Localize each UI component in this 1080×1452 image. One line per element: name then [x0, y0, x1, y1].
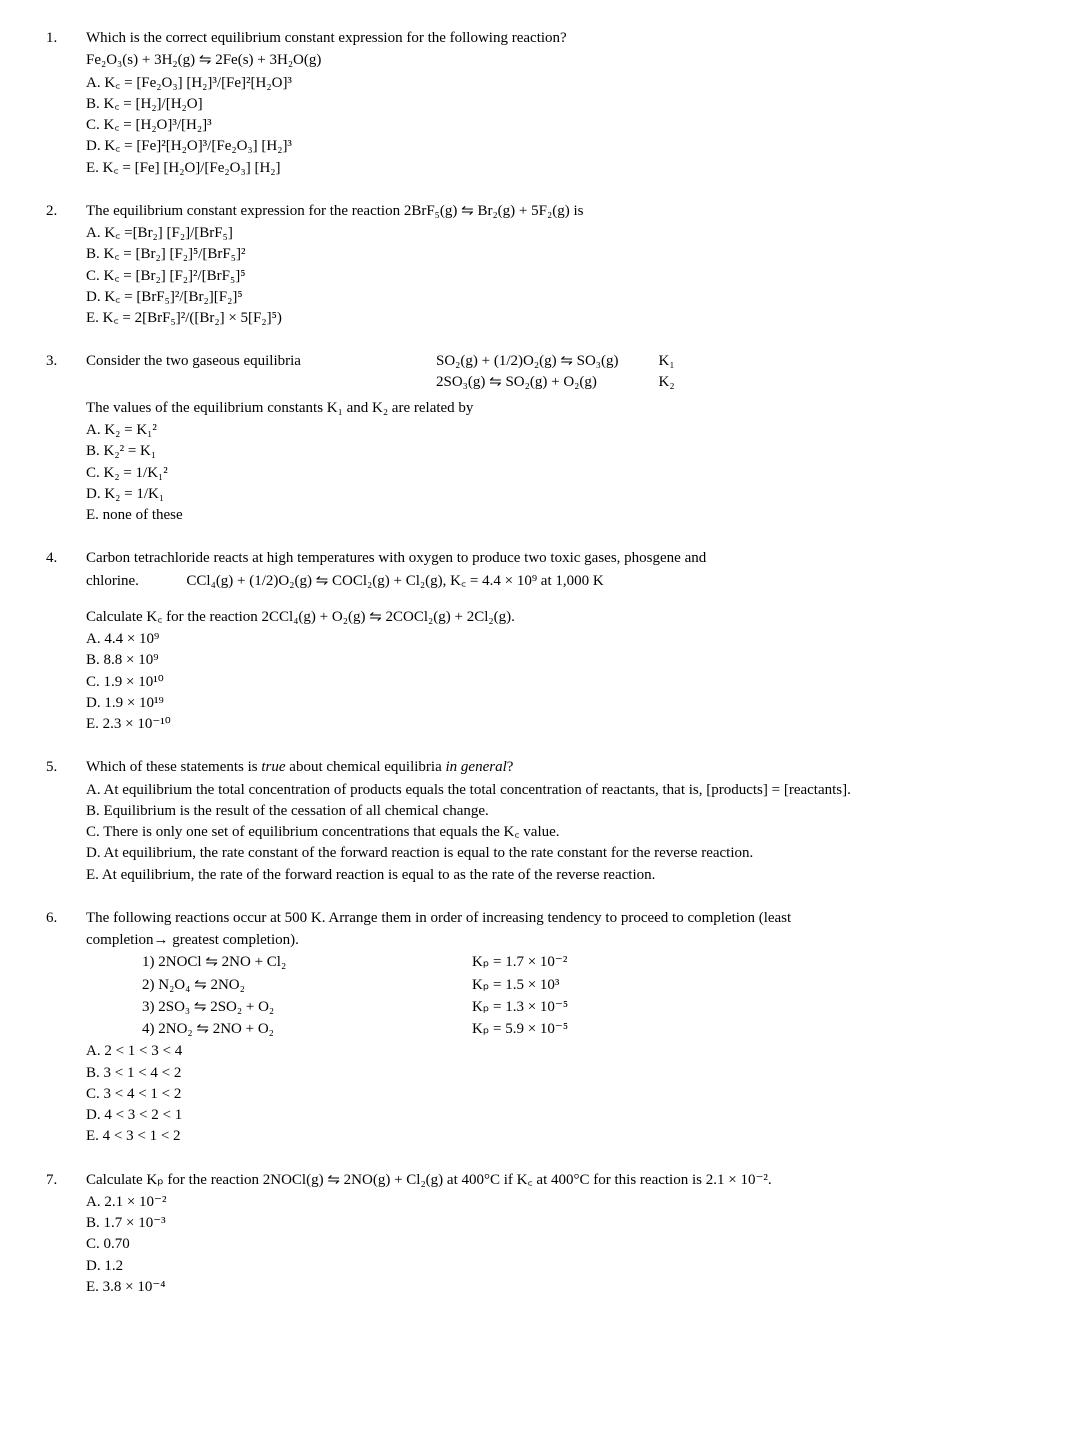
question-6: 6. The following reactions occur at 500 …: [40, 908, 1040, 1148]
option-c: C. There is only one set of equilibrium …: [86, 822, 1040, 842]
option-e: E. 3.8 × 10⁻⁴: [86, 1277, 1040, 1297]
option-b: B. K꜀ = [Br₂] [F₂]⁵/[BrF₅]²: [86, 244, 1040, 264]
option-e: E. 2.3 × 10⁻¹⁰: [86, 714, 1040, 734]
question-1: 1. Which is the correct equilibrium cons…: [40, 28, 1040, 179]
calculate-line: Calculate K꜀ for the reaction 2CCl₄(g) +…: [86, 607, 1040, 627]
question-4: 4. Carbon tetrachloride reacts at high t…: [40, 548, 1040, 735]
option-e: E. K꜀ = 2[BrF₅]²/([Br₂] × 5[F₂]⁵): [86, 308, 1040, 328]
question-stem-line2: chlorine. CCl₄(g) + (1/2)O₂(g) ⇋ COCl₂(g…: [86, 571, 1040, 591]
question-5: 5. Which of these statements is true abo…: [40, 757, 1040, 886]
option-b: B. 3 < 1 < 4 < 2: [86, 1063, 1040, 1083]
stem-label: chlorine.: [86, 573, 139, 589]
question-body: Calculate Kₚ for the reaction 2NOCl(g) ⇋…: [86, 1170, 1040, 1299]
question-number: 6.: [40, 908, 86, 1148]
option-d: D. 1.9 × 10¹⁹: [86, 693, 1040, 713]
answer-options: A. 4.4 × 10⁹ B. 8.8 × 10⁹ C. 1.9 × 10¹⁰ …: [86, 629, 1040, 734]
question-stem-line1: Carbon tetrachloride reacts at high temp…: [86, 548, 1040, 568]
option-d: D. K꜀ = [Fe]²[H₂O]³/[Fe₂O₃] [H₂]³: [86, 136, 1040, 156]
question-stem: Which of these statements is true about …: [86, 757, 1040, 777]
option-a: A. At equilibrium the total concentratio…: [86, 780, 1040, 800]
option-c: C. K꜀ = [Br₂] [F₂]²/[BrF₅]⁵: [86, 266, 1040, 286]
question-3: 3. Consider the two gaseous equilibria S…: [40, 351, 1040, 526]
reaction-kp: Kₚ = 5.9 × 10⁻⁵: [472, 1019, 568, 1039]
question-body: Which of these statements is true about …: [86, 757, 1040, 886]
question-body: Carbon tetrachloride reacts at high temp…: [86, 548, 1040, 735]
question-number: 7.: [40, 1170, 86, 1299]
question-body: Consider the two gaseous equilibria SO₂(…: [86, 351, 1040, 526]
option-b: B. K₂² = K₁: [86, 441, 1040, 461]
question-stem: The equilibrium constant expression for …: [86, 201, 1040, 221]
reaction-equation: Fe₂O₃(s) + 3H₂(g) ⇋ 2Fe(s) + 3H₂O(g): [86, 50, 1040, 70]
question-stem: Which is the correct equilibrium constan…: [86, 28, 1040, 48]
question-body: The following reactions occur at 500 K. …: [86, 908, 1040, 1148]
option-c: C. 0.70: [86, 1234, 1040, 1254]
option-c: C. K꜀ = [H₂O]³/[H₂]³: [86, 115, 1040, 135]
option-a: A. K꜀ =[Br₂] [F₂]/[BrF₅]: [86, 223, 1040, 243]
reaction-eq: 2) N₂O₄ ⇋ 2NO₂: [142, 975, 412, 995]
equilibrium-eq: SO₂(g) + (1/2)O₂(g) ⇋ SO₃(g): [436, 351, 649, 371]
question-number: 1.: [40, 28, 86, 179]
option-b: B. Equilibrium is the result of the cess…: [86, 801, 1040, 821]
reaction-kp: Kₚ = 1.7 × 10⁻²: [472, 952, 567, 972]
option-a: A. 2 < 1 < 3 < 4: [86, 1041, 1040, 1061]
answer-options: A. K₂ = K₁² B. K₂² = K₁ C. K₂ = 1/K₁² D.…: [86, 420, 1040, 525]
option-d: D. At equilibrium, the rate constant of …: [86, 843, 1040, 863]
option-c: C. 1.9 × 10¹⁰: [86, 672, 1040, 692]
option-d: D. 1.2: [86, 1256, 1040, 1276]
stem-equation: CCl₄(g) + (1/2)O₂(g) ⇋ COCl₂(g) + Cl₂(g)…: [186, 573, 603, 589]
equilibrium-eq: 2SO₃(g) ⇋ SO₂(g) + O₂(g): [436, 372, 649, 392]
question-stem: Calculate Kₚ for the reaction 2NOCl(g) ⇋…: [86, 1170, 1040, 1190]
option-b: B. 8.8 × 10⁹: [86, 650, 1040, 670]
option-e: E. K꜀ = [Fe] [H₂O]/[Fe₂O₃] [H₂]: [86, 158, 1040, 178]
question-body: Which is the correct equilibrium constan…: [86, 28, 1040, 179]
question-number: 2.: [40, 201, 86, 330]
question-2: 2. The equilibrium constant expression f…: [40, 201, 1040, 330]
reaction-eq: 1) 2NOCl ⇋ 2NO + Cl₂: [142, 952, 412, 972]
equilibria-table: SO₂(g) + (1/2)O₂(g) ⇋ SO₃(g) K₁ 2SO₃(g) …: [436, 351, 675, 392]
reaction-eq: 3) 2SO₃ ⇋ 2SO₂ + O₂: [142, 997, 412, 1017]
answer-options: A. At equilibrium the total concentratio…: [86, 780, 1040, 885]
option-d: D. K꜀ = [BrF₅]²/[Br₂][F₂]⁵: [86, 287, 1040, 307]
consider-label: Consider the two gaseous equilibria: [86, 351, 426, 371]
question-body: The equilibrium constant expression for …: [86, 201, 1040, 330]
option-e: E. 4 < 3 < 1 < 2: [86, 1126, 1040, 1146]
option-a: A. 2.1 × 10⁻²: [86, 1192, 1040, 1212]
option-d: D. 4 < 3 < 2 < 1: [86, 1105, 1040, 1125]
question-number: 5.: [40, 757, 86, 886]
answer-options: A. 2.1 × 10⁻² B. 1.7 × 10⁻³ C. 0.70 D. 1…: [86, 1192, 1040, 1297]
equilibria-block: Consider the two gaseous equilibria SO₂(…: [86, 351, 1040, 392]
option-a: A. 4.4 × 10⁹: [86, 629, 1040, 649]
option-c: C. K₂ = 1/K₁²: [86, 463, 1040, 483]
option-c: C. 3 < 4 < 1 < 2: [86, 1084, 1040, 1104]
question-stem: The values of the equilibrium constants …: [86, 398, 1040, 418]
option-e: E. At equilibrium, the rate of the forwa…: [86, 865, 1040, 885]
answer-options: A. K꜀ = [Fe₂O₃] [H₂]³/[Fe]²[H₂O]³ B. K꜀ …: [86, 73, 1040, 178]
equilibrium-k: K₁: [649, 351, 675, 371]
question-7: 7. Calculate Kₚ for the reaction 2NOCl(g…: [40, 1170, 1040, 1299]
reaction-kp: Kₚ = 1.3 × 10⁻⁵: [472, 997, 568, 1017]
question-number: 3.: [40, 351, 86, 526]
option-b: B. K꜀ = [H₂]/[H₂O]: [86, 94, 1040, 114]
reaction-kp: Kₚ = 1.5 × 10³: [472, 975, 559, 995]
option-b: B. 1.7 × 10⁻³: [86, 1213, 1040, 1233]
reaction-list: 1) 2NOCl ⇋ 2NO + Cl₂ Kₚ = 1.7 × 10⁻² 2) N…: [142, 952, 1040, 1039]
reaction-eq: 4) 2NO₂ ⇋ 2NO + O₂: [142, 1019, 412, 1039]
option-a: A. K꜀ = [Fe₂O₃] [H₂]³/[Fe]²[H₂O]³: [86, 73, 1040, 93]
option-d: D. K₂ = 1/K₁: [86, 484, 1040, 504]
answer-options: A. 2 < 1 < 3 < 4 B. 3 < 1 < 4 < 2 C. 3 <…: [86, 1041, 1040, 1146]
question-stem-line2: completion→ greatest completion).: [86, 930, 1040, 950]
option-e: E. none of these: [86, 505, 1040, 525]
equilibrium-k: K₂: [649, 372, 675, 392]
answer-options: A. K꜀ =[Br₂] [F₂]/[BrF₅] B. K꜀ = [Br₂] […: [86, 223, 1040, 328]
question-stem-line1: The following reactions occur at 500 K. …: [86, 908, 1040, 928]
option-a: A. K₂ = K₁²: [86, 420, 1040, 440]
question-number: 4.: [40, 548, 86, 735]
